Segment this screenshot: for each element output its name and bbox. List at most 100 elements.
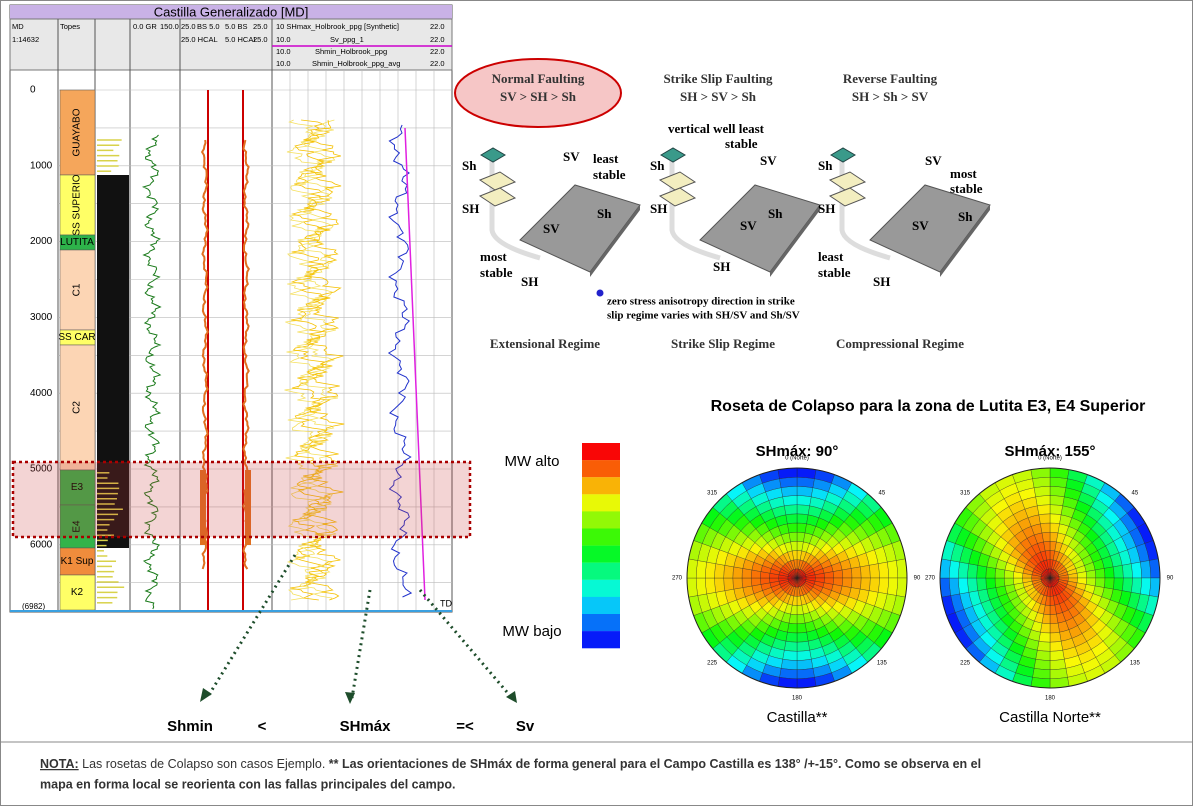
colorbar-cell <box>582 511 620 528</box>
rosette-cell <box>797 505 810 515</box>
header-cell: 10 SHmax_Holbrook_ppg [Synthetic] <box>276 22 399 31</box>
stress-label: Sh <box>768 206 783 221</box>
relation-op: < <box>258 718 267 735</box>
rosette-caption: Castilla Norte** <box>999 709 1101 726</box>
header-cell: 22.0 <box>430 47 445 56</box>
stress-label: least <box>818 249 844 264</box>
formation-label: K1 Sup <box>61 556 94 567</box>
direction-label: 225 <box>960 660 971 666</box>
rosette-cell <box>787 523 797 533</box>
depth-label: 0 <box>30 85 36 96</box>
colorbar-cell <box>582 597 620 614</box>
rosette-cell <box>789 532 797 542</box>
stress-label: Sh <box>958 209 973 224</box>
header-cell: 150.0 <box>160 22 179 31</box>
rosette-cell <box>1140 561 1151 579</box>
header-cell: MD <box>12 22 24 31</box>
header-cell: 25.0 <box>253 35 268 44</box>
header-cell: Shmin_Holbrook_ppg <box>315 47 387 56</box>
relation-term: Shmin <box>167 718 213 735</box>
stress-label: SH <box>462 201 479 216</box>
rosette-cell <box>968 564 978 578</box>
rosette-cell <box>995 578 1005 588</box>
rosette-cell <box>1039 632 1050 642</box>
stress-label: least <box>593 151 619 166</box>
rosette-cell <box>1113 578 1123 591</box>
header-cell: Sv_ppg_1 <box>330 35 364 44</box>
header-cell: 25.0 <box>253 22 268 31</box>
rosette-cell <box>1122 578 1132 592</box>
header-cell: 22.0 <box>430 59 445 68</box>
stress-label: SV <box>563 149 580 164</box>
stress-label: stable <box>725 136 758 151</box>
formation-label: GUAYABO <box>72 108 83 156</box>
regime-name: Strike Slip Regime <box>671 336 775 351</box>
rosette-cell <box>1050 659 1066 670</box>
rosette-cell <box>1004 578 1014 586</box>
direction-label: 90 <box>1167 576 1174 582</box>
rosette-cell <box>986 578 996 589</box>
rosette-cell <box>958 578 969 594</box>
rosette-cell <box>742 578 752 588</box>
stress-label: SH <box>818 201 835 216</box>
direction-label: 315 <box>707 491 718 497</box>
depth-label: 2000 <box>30 236 53 247</box>
rosette-cell <box>1104 578 1114 589</box>
rosette-cell <box>977 578 987 591</box>
depth-label: 6000 <box>30 539 53 550</box>
rosette-title: Roseta de Colapso para la zona de Lutita… <box>711 398 1146 415</box>
rosette-cell <box>949 578 960 596</box>
depth-label: 3000 <box>30 312 53 323</box>
direction-label: 135 <box>1130 660 1141 666</box>
direction-label: 315 <box>960 491 971 497</box>
rosette-cell <box>958 562 969 578</box>
rosette-cell <box>783 496 797 506</box>
regime-header: SV > SH > Sh <box>500 89 577 104</box>
stress-label: most <box>480 249 507 264</box>
rosette-cell <box>869 578 879 592</box>
colorbar-cell <box>582 477 620 494</box>
stress-label: Sh <box>597 206 612 221</box>
rosette-cell <box>724 565 734 578</box>
relation-term: Sv <box>516 718 535 735</box>
rosette-cell <box>780 477 798 488</box>
colorbar-cell <box>582 494 620 511</box>
rosette-cell <box>1086 570 1096 578</box>
rosette-cell <box>797 668 815 679</box>
rosette-cell <box>1034 486 1050 497</box>
scale-high: MW alto <box>504 453 559 470</box>
direction-label: 180 <box>1045 696 1056 702</box>
colorbar-cell <box>582 529 620 546</box>
regime-note: zero stress anisotropy direction in stri… <box>607 296 795 308</box>
rosette-cell <box>696 578 707 596</box>
regime-header: SH > SV > Sh <box>680 89 757 104</box>
regime-header: SH > Sh > SV <box>852 89 929 104</box>
rosette-cell <box>986 567 996 578</box>
depth-label: 4000 <box>30 388 53 399</box>
rosette-cell <box>1122 564 1132 578</box>
rosette-cell <box>1037 641 1050 651</box>
regime-note: slip regime varies with SH/SV and Sh/SV <box>607 310 800 322</box>
rosette-cell <box>1050 477 1068 488</box>
stress-label: SH <box>650 201 667 216</box>
rosette-cell <box>1042 532 1050 542</box>
rosette-cell <box>1113 565 1123 578</box>
direction-label: 45 <box>879 491 886 497</box>
rosette-cell <box>1131 578 1142 594</box>
regime-name: Compressional Regime <box>836 336 964 351</box>
relation-term: SHmáx <box>340 718 392 735</box>
colorbar-cell <box>582 443 620 460</box>
regime-header: Strike Slip Faulting <box>663 71 773 86</box>
rosette-cell <box>1140 578 1151 596</box>
colorbar-cell <box>582 631 620 648</box>
direction-label: 135 <box>877 660 888 666</box>
stress-label: SH <box>873 274 890 289</box>
rosette-cell <box>1039 514 1050 524</box>
relation-op: =< <box>456 718 474 735</box>
rosette-cell <box>1050 614 1058 624</box>
header-cell: 22.0 <box>430 35 445 44</box>
rosette-cell <box>1036 650 1050 660</box>
zone-highlight <box>13 462 470 537</box>
formation-label: SS SUPERIO <box>72 174 83 235</box>
rosette-cell <box>860 578 870 591</box>
